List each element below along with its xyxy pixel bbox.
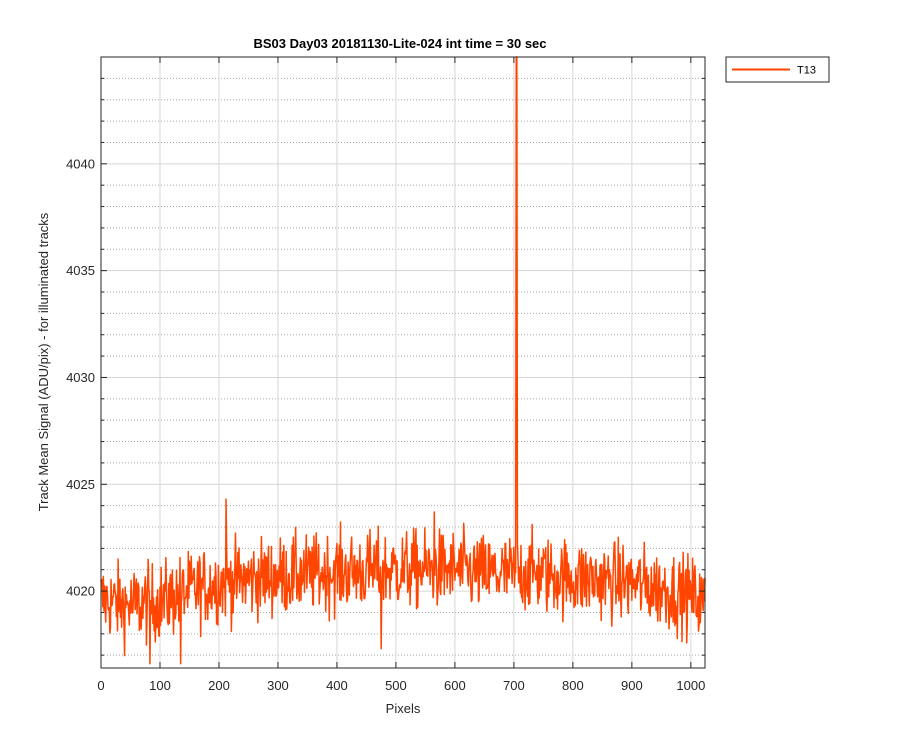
y-axis-label: Track Mean Signal (ADU/pix) - for illumi…	[36, 212, 51, 511]
legend: T13	[725, 56, 830, 83]
x-tick-label: 100	[149, 678, 171, 693]
x-tick-label: 800	[562, 678, 584, 693]
y-tick-label: 4040	[66, 156, 95, 171]
series-layer	[100, 56, 706, 665]
y-tick-label: 4020	[66, 584, 95, 599]
y-tick-labels: 4020 4025 4030 4035 4040	[66, 156, 95, 598]
x-tick-labels: 0 100 200 300 400 500 600 700 800 900 1000	[97, 678, 705, 693]
y-tick-label: 4030	[66, 370, 95, 385]
plot-frame	[100, 56, 706, 669]
x-tick-label: 0	[97, 678, 104, 693]
series-line-t13	[100, 56, 706, 665]
x-tick-label: 300	[267, 678, 289, 693]
x-tick-label: 700	[503, 678, 525, 693]
axis-ticks	[100, 56, 705, 668]
chart-title: BS03 Day03 20181130-Lite-024 int time = …	[253, 36, 546, 51]
x-tick-label: 500	[385, 678, 407, 693]
x-tick-label: 200	[208, 678, 230, 693]
x-tick-label: 900	[621, 678, 643, 693]
x-axis-label: Pixels	[386, 701, 421, 716]
x-tick-label: 600	[444, 678, 466, 693]
y-tick-label: 4035	[66, 263, 95, 278]
x-tick-label: 400	[326, 678, 348, 693]
y-tick-label: 4025	[66, 477, 95, 492]
x-tick-label: 1000	[676, 678, 705, 693]
legend-label-t13: T13	[797, 65, 816, 77]
